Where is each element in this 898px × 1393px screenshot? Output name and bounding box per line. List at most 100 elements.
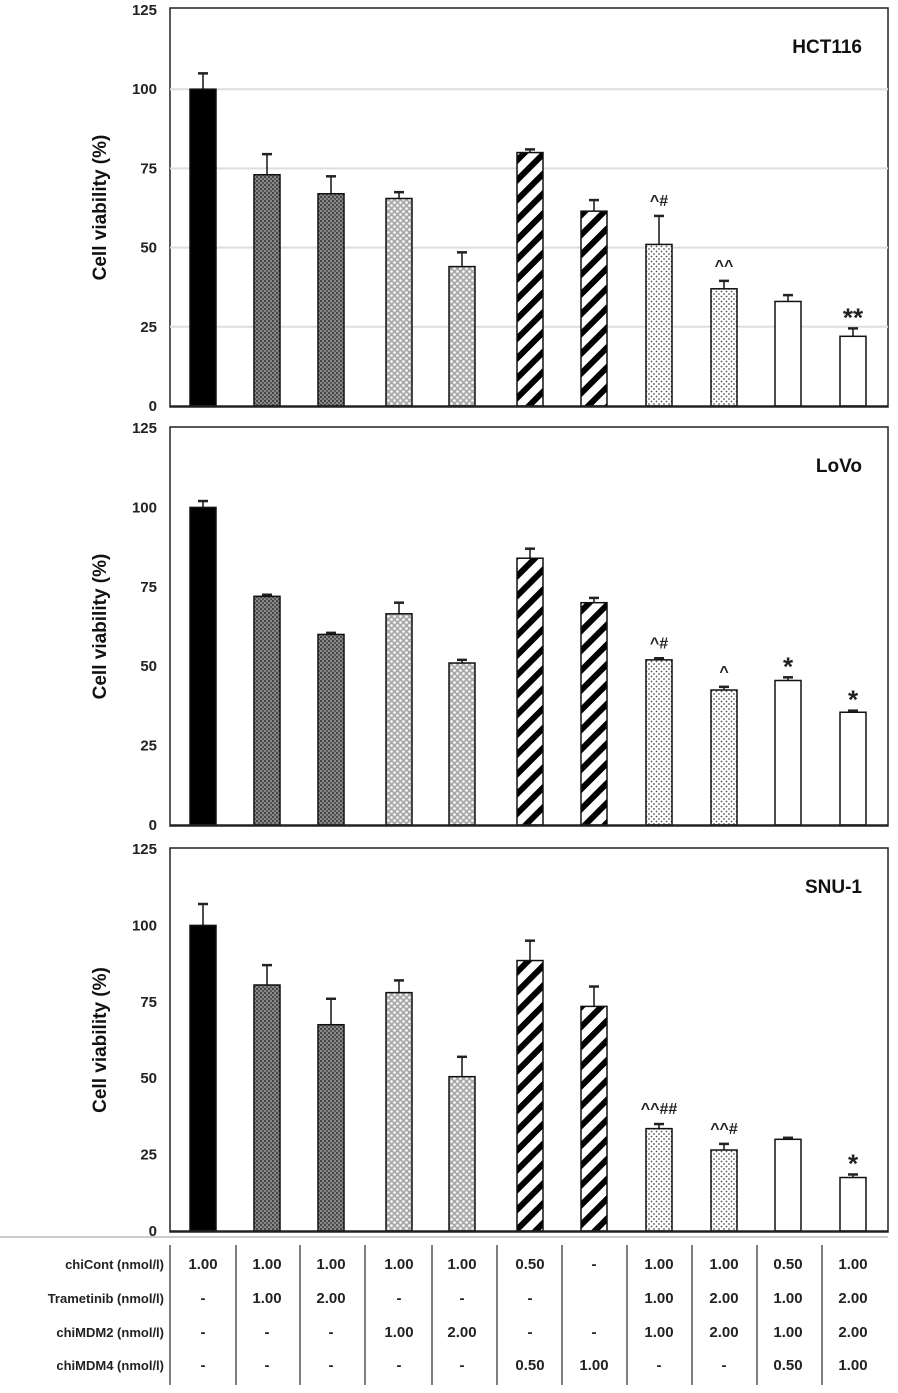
bar [710, 1149, 738, 1232]
table-cell: 1.00 [252, 1256, 281, 1273]
row-label: Trametinib (nmol/l) [48, 1291, 164, 1306]
y-axis-label: Cell viability (%) [90, 967, 111, 1113]
bar [253, 984, 281, 1232]
panel-title: LoVo [816, 456, 862, 477]
bar [645, 1127, 673, 1232]
bar [580, 210, 608, 407]
significance-label: ^^## [641, 1101, 678, 1118]
bar [448, 265, 476, 407]
table-cell: 1.00 [773, 1324, 802, 1341]
bar [839, 711, 867, 826]
treatment-table: chiCont (nmol/l) 1.00 1.00 1.00 1.00 1.00 0.50… [0, 1236, 888, 1385]
table-cell: - [329, 1324, 334, 1341]
table-cell: 1.00 [316, 1256, 345, 1273]
bar [317, 633, 345, 826]
table-cell: 0.50 [773, 1357, 802, 1374]
y-axis-label: Cell viability (%) [90, 135, 111, 281]
table-cell: - [657, 1357, 662, 1374]
y-tick-label: 25 [140, 1147, 157, 1164]
significance-label: * [848, 685, 859, 715]
bar [516, 151, 544, 407]
table-cell: - [397, 1357, 402, 1374]
panel-title: HCT116 [792, 37, 862, 58]
bar [317, 1023, 345, 1232]
table-cell: 1.00 [644, 1290, 673, 1307]
table-cell: - [528, 1290, 533, 1307]
table-cell: 1.00 [579, 1357, 608, 1374]
table-cell: - [460, 1357, 465, 1374]
table-cell: 1.00 [252, 1290, 281, 1307]
table-cell: 1.00 [644, 1256, 673, 1273]
y-tick-label: 25 [140, 738, 157, 755]
y-tick-label: 50 [140, 1070, 157, 1087]
table-cell: 2.00 [838, 1324, 867, 1341]
table-cell: - [460, 1290, 465, 1307]
table-cell: 1.00 [838, 1256, 867, 1273]
y-tick-label: 100 [132, 81, 157, 98]
bar [317, 192, 345, 407]
panel-title: SNU-1 [805, 877, 862, 898]
significance-label: ^ [719, 664, 728, 681]
table-row: chiMDM4 (nmol/l) - - - - - 0.50 1.00 - - 0.50 1.00 [56, 1357, 867, 1374]
bar [448, 662, 476, 826]
y-tick-label: 125 [132, 841, 157, 858]
table-cell: - [329, 1357, 334, 1374]
bar [774, 679, 802, 826]
row-label: chiCont (nmol/l) [65, 1257, 164, 1272]
table-cell: 2.00 [838, 1290, 867, 1307]
significance-label: ^# [650, 635, 668, 652]
row-label: chiMDM4 (nmol/l) [56, 1358, 164, 1373]
bar [839, 1176, 867, 1232]
table-cell: - [592, 1256, 597, 1273]
bar [839, 335, 867, 407]
y-tick-label: 0 [149, 398, 157, 415]
significance-label: ^^ [715, 258, 734, 275]
bar [189, 88, 217, 407]
panel-snu-1: 0 25 50 75 100 125 Cell viability (%) SNU-1 ^^##… [90, 841, 889, 1240]
bar [189, 924, 217, 1232]
table-cell: - [265, 1357, 270, 1374]
bar [580, 1005, 608, 1232]
y-tick-label: 50 [140, 240, 157, 257]
table-cell: 2.00 [447, 1324, 476, 1341]
significance-label: ** [843, 302, 864, 332]
bar [710, 288, 738, 407]
bar [189, 506, 217, 826]
table-cell: 1.00 [773, 1290, 802, 1307]
bar [580, 601, 608, 826]
bar [645, 659, 673, 826]
significance-label: * [783, 651, 794, 681]
y-tick-label: 75 [140, 579, 157, 596]
bar [385, 197, 413, 407]
table-cell: - [265, 1324, 270, 1341]
y-tick-label: 125 [132, 2, 157, 19]
table-cell: - [201, 1290, 206, 1307]
bar [516, 959, 544, 1232]
y-tick-label: 50 [140, 658, 157, 675]
panel-hct116: 0 25 50 75 100 125 Cell viability (%) HCT116 ^# ^… [90, 2, 889, 415]
significance-label: ^^# [710, 1121, 738, 1138]
table-cell: - [722, 1357, 727, 1374]
table-row: chiMDM2 (nmol/l) - - - 1.00 2.00 - - 1.00 2.00 1.0… [56, 1324, 867, 1341]
bar [253, 595, 281, 826]
y-tick-label: 0 [149, 1223, 157, 1240]
bar [385, 991, 413, 1232]
table-cell: 1.00 [447, 1256, 476, 1273]
table-cell: 1.00 [384, 1256, 413, 1273]
significance-label: * [848, 1148, 859, 1178]
y-tick-label: 100 [132, 917, 157, 934]
table-cell: 2.00 [316, 1290, 345, 1307]
y-axis-label: Cell viability (%) [90, 554, 111, 700]
row-label: chiMDM2 (nmol/l) [56, 1325, 164, 1340]
table-cell: 1.00 [709, 1256, 738, 1273]
bar [774, 300, 802, 407]
significance-label: ^# [650, 193, 668, 210]
bar [448, 1075, 476, 1232]
table-cell: - [201, 1324, 206, 1341]
panel-lovo: 0 25 50 75 100 125 Cell viability (%) LoVo ^# ^ * * [90, 420, 889, 834]
y-tick-label: 100 [132, 499, 157, 516]
table-cell: - [397, 1290, 402, 1307]
table-cell: 2.00 [709, 1290, 738, 1307]
table-cell: 0.50 [773, 1256, 802, 1273]
table-cell: 1.00 [644, 1324, 673, 1341]
